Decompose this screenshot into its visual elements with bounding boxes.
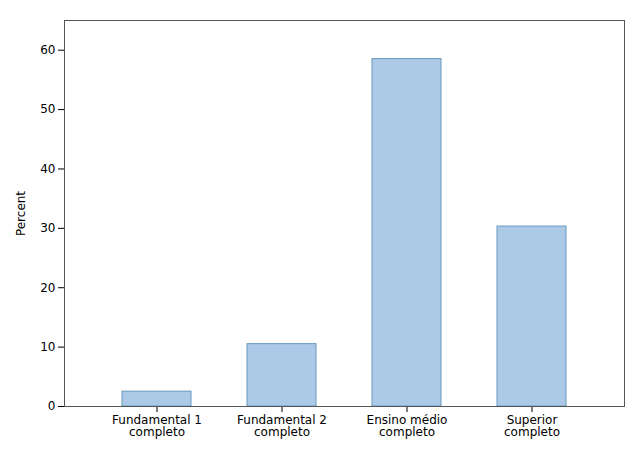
svg-text:30: 30 (40, 221, 55, 235)
svg-text:40: 40 (40, 162, 55, 176)
svg-text:60: 60 (40, 43, 55, 57)
svg-text:Superiorcompleto: Superiorcompleto (504, 413, 560, 439)
svg-text:Fundamental 1completo: Fundamental 1completo (112, 413, 202, 439)
svg-text:20: 20 (40, 281, 55, 295)
svg-text:Ensino médiocompleto: Ensino médiocompleto (367, 413, 448, 439)
svg-text:Fundamental 2completo: Fundamental 2completo (237, 413, 327, 439)
svg-text:Percent: Percent (14, 191, 28, 236)
svg-text:50: 50 (40, 102, 55, 116)
svg-text:10: 10 (40, 340, 55, 354)
svg-text:0: 0 (48, 399, 56, 413)
